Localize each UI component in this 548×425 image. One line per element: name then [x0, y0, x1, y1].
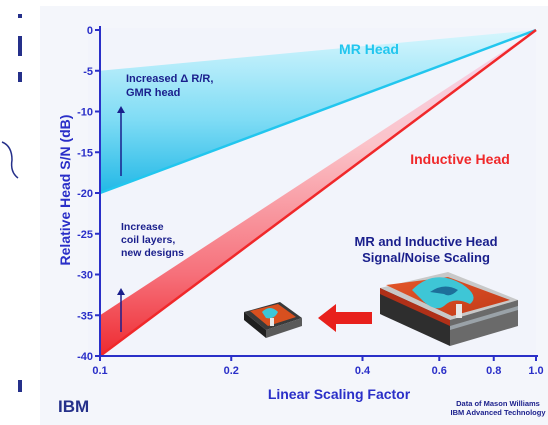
large-head-illustration: [380, 272, 518, 346]
inductive-annotation-line-1: Increase: [121, 221, 164, 233]
y-axis-title: Relative Head S/N (dB): [57, 115, 73, 266]
inset-title-line-2: Signal/Noise Scaling: [362, 250, 490, 265]
y-tick-label: -30: [77, 270, 93, 282]
credit-line-2: IBM Advanced Technology: [450, 408, 546, 417]
y-tick-label: -15: [77, 147, 93, 159]
left-margin-bracket: [1, 141, 19, 179]
inductive-annotation-line-2: coil layers,: [121, 234, 175, 246]
y-tick-label: -25: [77, 229, 93, 241]
y-tick-label: -35: [77, 310, 93, 322]
axes: [99, 26, 538, 357]
x-tick-label: 0.4: [355, 365, 371, 377]
inductive-improvement-arrowhead: [117, 288, 125, 295]
credit-line-1: Data of Mason Williams: [456, 399, 540, 408]
ibm-logo: IBM: [58, 397, 89, 416]
mr-annotation-line-1: Increased Δ R/R,: [126, 73, 213, 85]
small-head-illustration: [244, 302, 302, 338]
mr-annotation-line-2: GMR head: [126, 87, 180, 99]
y-tick-label: -5: [83, 66, 93, 78]
mr-head-series-label: MR Head: [339, 41, 399, 57]
y-axis-ticks: 0 -5 -10 -15 -20 -25 -30 -35 -40: [77, 25, 100, 363]
y-tick-label: -10: [77, 107, 93, 119]
y-tick-label: 0: [87, 25, 93, 37]
inductive-head-line: [99, 28, 537, 358]
x-tick-label: 0.6: [432, 365, 447, 377]
scaling-direction-arrow: [318, 304, 372, 332]
y-tick-label: -40: [77, 351, 93, 363]
inductive-annotation-line-3: new designs: [121, 247, 184, 259]
x-tick-label: 0.8: [486, 365, 501, 377]
x-tick-label: 0.2: [224, 365, 239, 377]
y-tick-label: -20: [77, 188, 93, 200]
x-tick-label: 1.0: [528, 365, 543, 377]
x-axis-title: Linear Scaling Factor: [268, 386, 411, 402]
mr-head-line: [99, 28, 537, 195]
inset-title-line-1: MR and Inductive Head: [354, 234, 497, 249]
x-tick-label: 0.1: [92, 365, 107, 377]
mr-improvement-arrowhead: [117, 106, 125, 113]
inductive-head-series-label: Inductive Head: [410, 151, 510, 167]
left-margin-marks: [18, 14, 22, 392]
x-axis-ticks: 0.1 0.2 0.4 0.6 0.8 1.0: [92, 356, 544, 377]
